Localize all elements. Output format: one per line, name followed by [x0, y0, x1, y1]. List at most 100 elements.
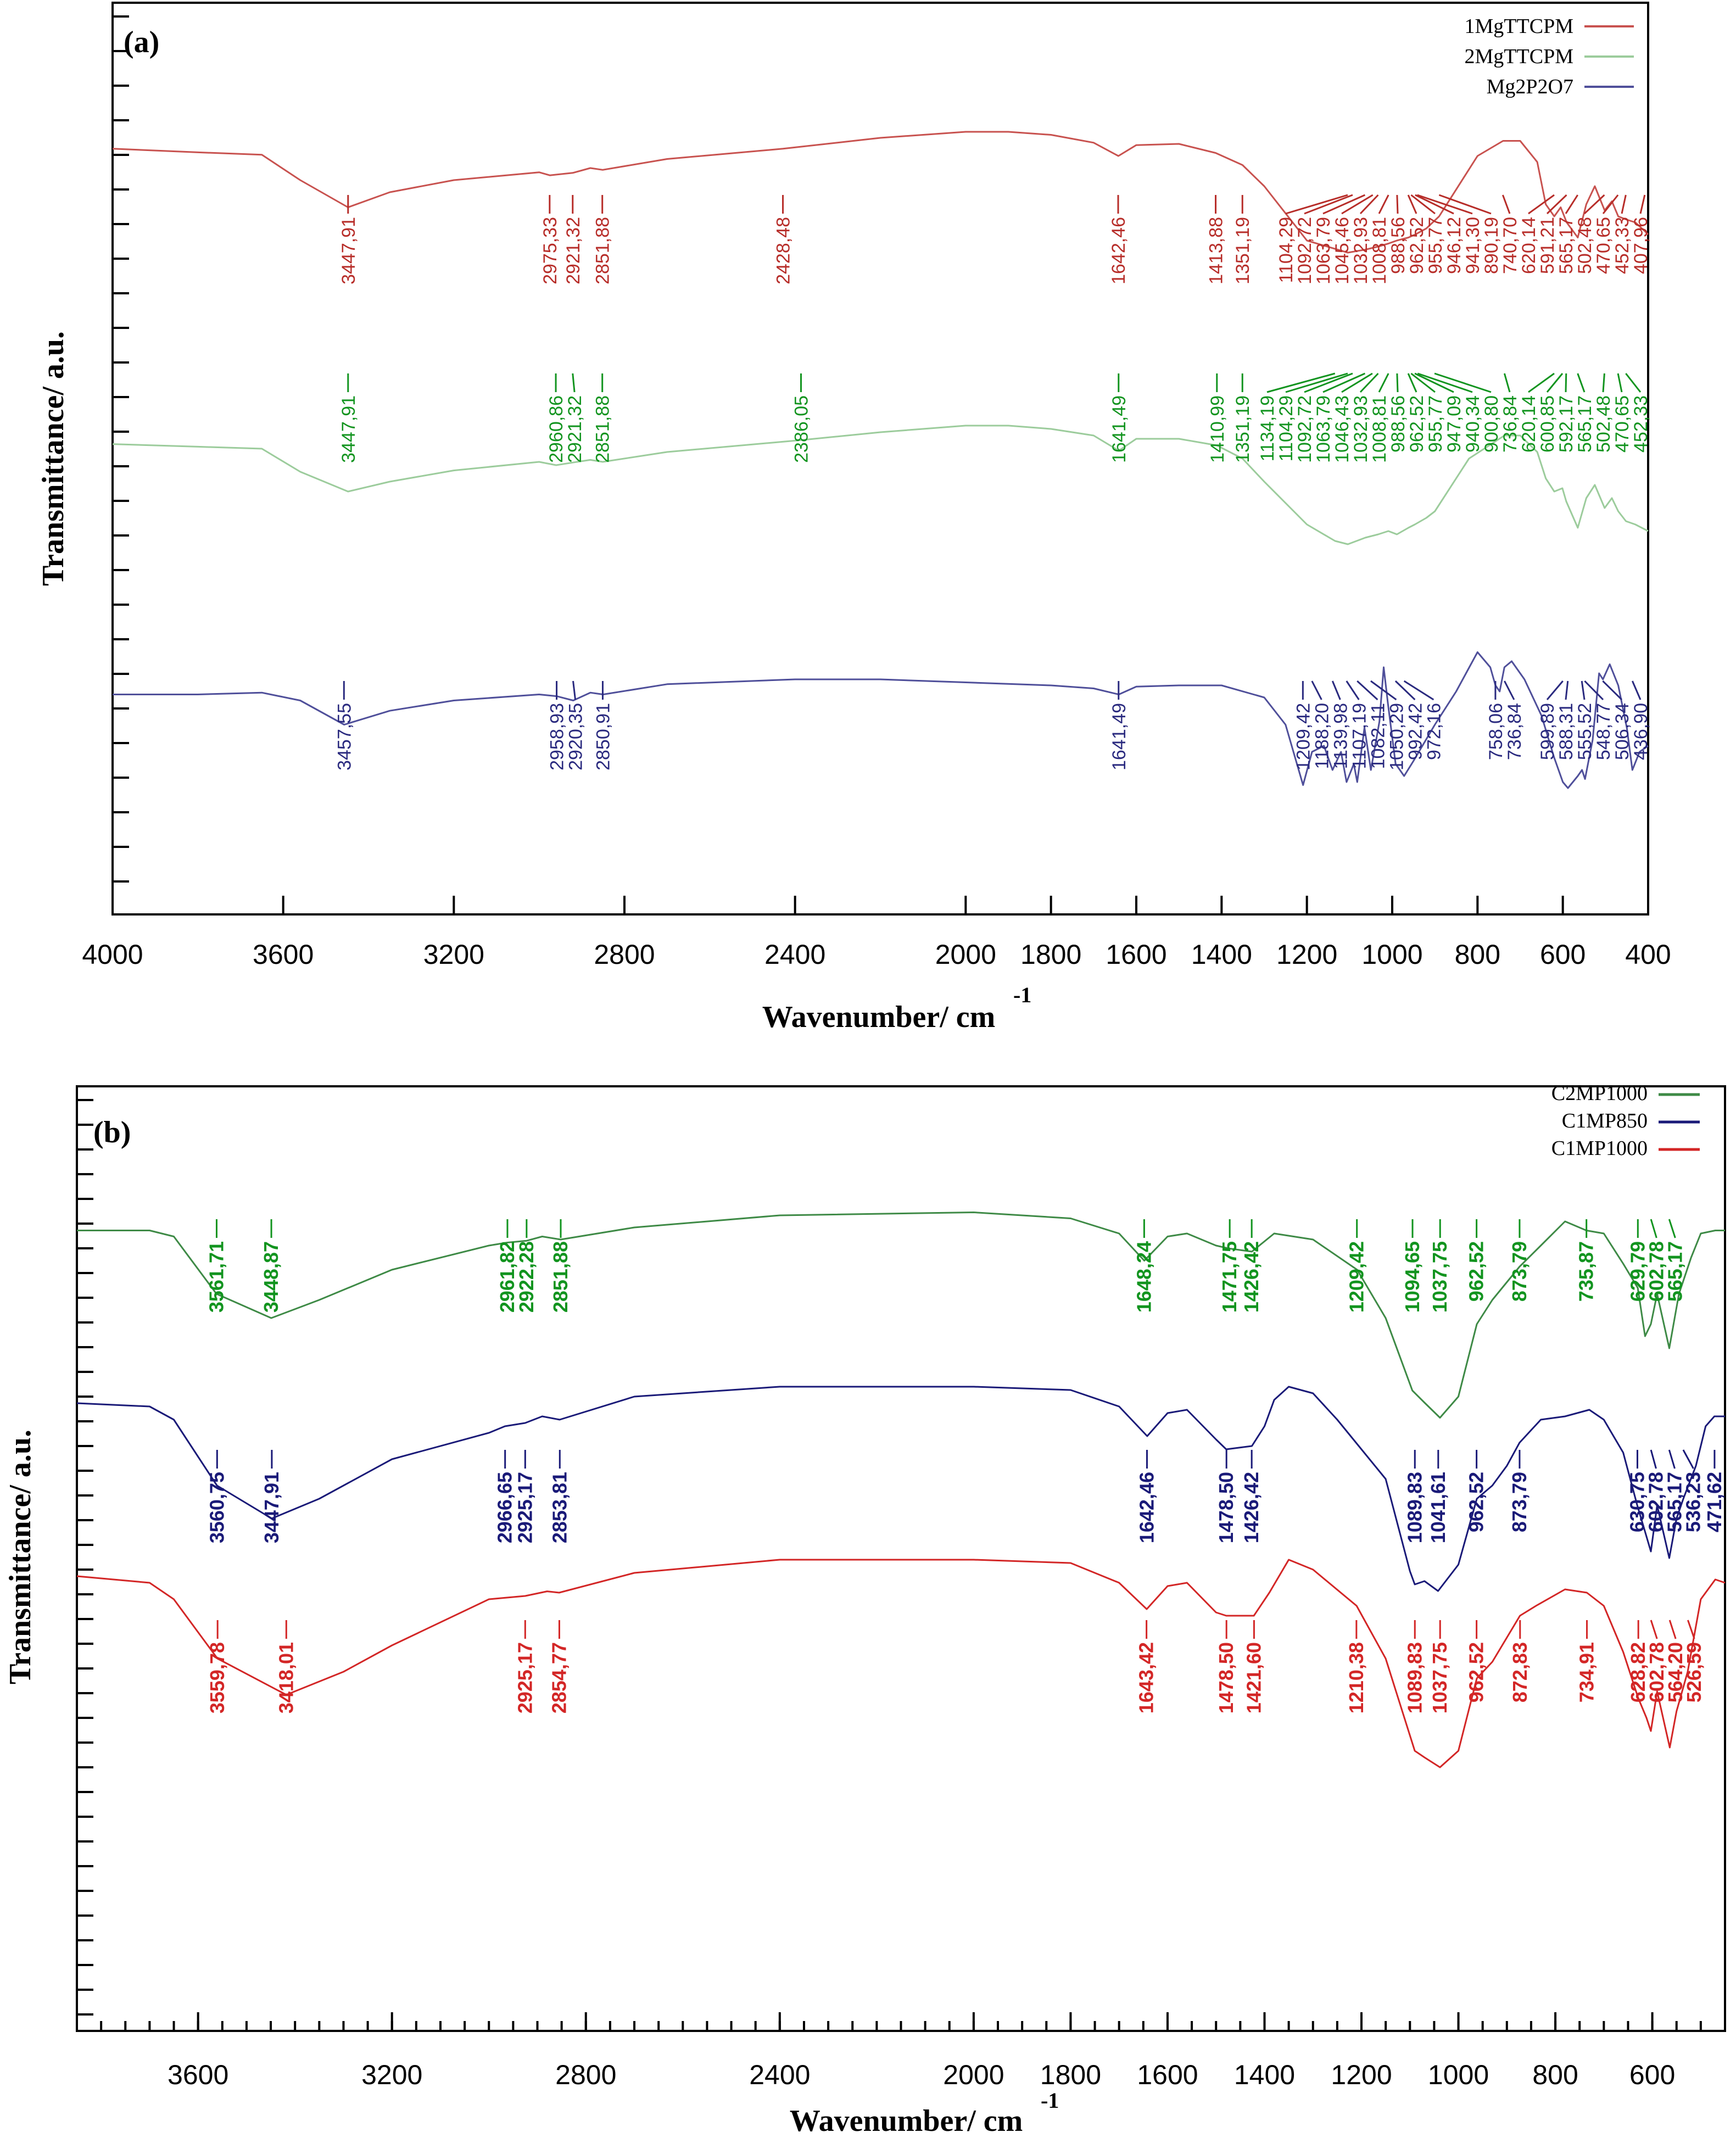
peak-leader — [1359, 372, 1379, 393]
peak-label: 630,75 — [1626, 1472, 1649, 1532]
peak-leader — [1546, 194, 1567, 215]
peak-label: 629,79 — [1626, 1241, 1649, 1302]
panel-b-y-ticks — [77, 1099, 93, 2016]
peak-label: 1045,46 — [1332, 217, 1353, 284]
x-tick-label: 1800 — [1040, 2059, 1101, 2090]
peak-label: 2925,17 — [513, 1642, 536, 1713]
peak-leader — [1650, 1620, 1658, 1639]
peak-label: 1641,49 — [1109, 395, 1130, 463]
peak-label: 506,34 — [1612, 703, 1633, 760]
peak-label: 2921,32 — [563, 217, 584, 284]
peak-label: 2850,91 — [593, 703, 614, 771]
peak-label: 740,70 — [1500, 217, 1521, 274]
peak-leader — [1577, 373, 1586, 393]
x-tick-label: 2400 — [749, 2059, 810, 2090]
peak-label: 2925,17 — [513, 1472, 536, 1543]
panel-a-x-axis-superscript: -1 — [1013, 983, 1031, 1007]
peak-leader — [1668, 1620, 1677, 1639]
peak-label: 962,52 — [1406, 217, 1427, 274]
peak-label: 3561,71 — [205, 1241, 228, 1313]
peak-label: 962,52 — [1465, 1472, 1488, 1532]
peak-leader — [1565, 194, 1578, 214]
peak-leader — [1359, 194, 1379, 215]
peak-label: 1139,98 — [1330, 703, 1351, 769]
peak-leader — [1528, 372, 1555, 393]
peak-label: 941,30 — [1463, 217, 1483, 274]
peak-leader — [572, 680, 577, 700]
peak-leader — [1682, 1449, 1694, 1469]
peak-label: 3560,75 — [205, 1472, 228, 1543]
peak-label: 620,14 — [1519, 395, 1539, 453]
peak-leader — [1285, 372, 1348, 393]
peak-label: 758,06 — [1486, 703, 1506, 760]
peak-leader — [1378, 194, 1389, 214]
peak-leader — [1370, 680, 1397, 701]
peak-label: 736,84 — [1504, 703, 1525, 760]
peak-label: 620,14 — [1519, 217, 1539, 274]
x-tick-label: 1800 — [1020, 939, 1081, 970]
peak-label: 1209,42 — [1293, 703, 1314, 771]
peak-label: 1008,81 — [1369, 217, 1390, 284]
peak-leader — [1668, 1449, 1676, 1469]
peak-label: 946,12 — [1444, 217, 1465, 274]
peak-leader — [1501, 194, 1511, 214]
peak-label: 735,87 — [1575, 1241, 1598, 1302]
peak-label: 1032,93 — [1350, 395, 1371, 463]
peak-label: 588,31 — [1556, 703, 1577, 760]
panel-a-x-axis-title: Wavenumber/ cm — [762, 1000, 996, 1034]
panel-b-y-axis-title: Transmittance/ a.u. — [3, 1430, 37, 1684]
x-tick-label: 600 — [1629, 2059, 1675, 2090]
peak-leader — [1631, 680, 1642, 700]
panel-b-spectra — [76, 1212, 1726, 1768]
x-tick-label: 1200 — [1276, 939, 1337, 970]
peak-label: 955,77 — [1425, 217, 1446, 274]
peak-label: 1641,49 — [1109, 703, 1130, 771]
peak-label: 972,16 — [1424, 703, 1444, 760]
peak-leader — [1410, 194, 1436, 215]
x-tick-label: 800 — [1455, 939, 1500, 970]
peak-label: 1092,72 — [1294, 395, 1315, 463]
peak-label: 407,96 — [1631, 217, 1651, 274]
peak-label: 2851,88 — [593, 217, 613, 284]
peak-label: 452,33 — [1612, 217, 1633, 274]
peak-label: 3447,91 — [338, 217, 359, 284]
panel-b: (b) 3600 3200 2800 2400 2000 1800 1600 1400 1200… — [3, 1082, 1726, 2138]
peak-leader — [1396, 373, 1399, 393]
peak-label: 564,20 — [1664, 1642, 1687, 1702]
peak-label: 1094,65 — [1401, 1241, 1424, 1313]
peak-label: 1063,79 — [1313, 395, 1334, 463]
peak-leader — [1650, 1219, 1657, 1238]
peak-label: 1082,11 — [1367, 703, 1388, 769]
peak-label: 2922,28 — [515, 1241, 538, 1313]
peak-label: 890,19 — [1481, 217, 1502, 274]
peak-label: 1037,75 — [1428, 1642, 1451, 1713]
spectrum-c2mp1000 — [77, 1212, 1725, 1419]
spectrum-c1mp1000 — [76, 1559, 1726, 1768]
peak-label: 947,09 — [1444, 395, 1465, 453]
peak-leader — [1602, 194, 1619, 214]
peak-leader — [1311, 680, 1322, 700]
peak-label: 2851,88 — [549, 1241, 572, 1313]
legend-c1mp1000-label: C1MP1000 — [1551, 1137, 1648, 1160]
peak-label: 1410,99 — [1207, 395, 1228, 463]
x-tick-label: 2800 — [594, 939, 655, 970]
x-tick-label: 2000 — [935, 939, 996, 970]
peak-leader — [1266, 372, 1336, 393]
panel-b-legend: C2MP1000 C1MP850 C1MP1000 — [1551, 1082, 1700, 1160]
peak-label: 555,52 — [1575, 703, 1595, 760]
peak-label: 471,62 — [1703, 1472, 1726, 1532]
peak-leader — [1394, 680, 1416, 701]
peak-leader — [1407, 194, 1417, 214]
peak-label: 470,65 — [1612, 395, 1633, 453]
peak-leader — [1639, 194, 1646, 214]
spectrum-mg2p2o7 — [113, 651, 1649, 789]
peak-leader — [1378, 373, 1389, 393]
peak-label: 962,52 — [1406, 395, 1427, 453]
peak-label: 602,78 — [1645, 1472, 1667, 1532]
peak-label: 2921,32 — [565, 395, 585, 463]
peak-label: 1134,19 — [1257, 395, 1278, 461]
peak-label: 3559,78 — [206, 1642, 228, 1713]
peak-label: 1046,43 — [1332, 395, 1353, 463]
